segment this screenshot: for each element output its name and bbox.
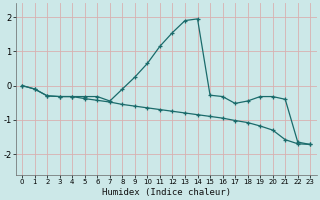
X-axis label: Humidex (Indice chaleur): Humidex (Indice chaleur) (102, 188, 231, 197)
